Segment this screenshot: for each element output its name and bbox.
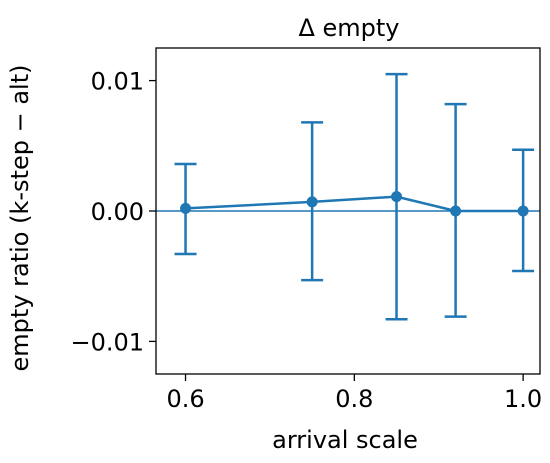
chart-title: Δ empty (298, 14, 399, 42)
data-point (518, 206, 529, 217)
data-point (450, 206, 461, 217)
data-point (307, 196, 318, 207)
x-tick-label: 0.6 (166, 385, 204, 413)
x-axis-label: arrival scale (272, 426, 418, 454)
y-tick-label: 0.00 (91, 198, 144, 226)
data-point (180, 203, 191, 214)
series-line (186, 197, 524, 211)
x-tick-label: 1.0 (504, 385, 542, 413)
y-axis-label: empty ratio (k-step − alt) (6, 65, 34, 372)
y-tick-label: 0.01 (91, 68, 144, 96)
plot-area (156, 74, 540, 319)
axes: 0.6 0.8 1.0 −0.01 0.00 0.01 (70, 68, 542, 413)
y-tick-label: −0.01 (70, 328, 144, 356)
data-point (391, 191, 402, 202)
x-tick-label: 0.8 (335, 385, 373, 413)
